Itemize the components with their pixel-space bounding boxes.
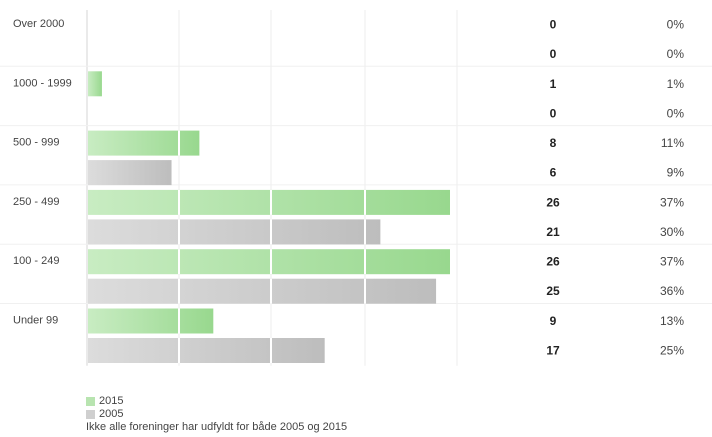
bar-2015 [88,71,102,97]
percent-label-2015: 1% [667,77,685,91]
percent-label-2005: 0% [667,106,685,120]
percent-label-2005: 36% [660,284,684,298]
percent-label-2005: 25% [660,344,684,358]
legend-note: Ikke alle foreninger har udfyldt for båd… [86,421,348,433]
category-label: 250 - 499 [13,196,59,208]
category-label: Over 2000 [13,18,64,30]
legend-label-2015: 2015 [99,395,124,407]
percent-label-2015: 37% [660,195,684,209]
legend-item-2005: 2005 [86,408,347,421]
count-label-2005: 21 [546,225,560,239]
category-label: 500 - 999 [13,137,59,149]
bar-2005 [88,160,172,186]
bar-2005 [88,278,437,304]
bar-2005 [88,338,325,363]
bar-2015 [88,249,450,275]
category-label: 100 - 249 [13,255,59,267]
percent-label-2005: 0% [667,47,685,61]
category-label: Under 99 [13,315,58,327]
count-label-2005: 0 [550,106,557,120]
category-label: 1000 - 1999 [13,77,72,89]
bar-2015 [88,130,200,156]
count-label-2015: 26 [546,255,560,269]
percent-label-2015: 37% [660,255,684,269]
legend-item-2015: 2015 [86,395,347,408]
count-label-2005: 25 [546,284,560,298]
count-label-2005: 17 [546,344,560,358]
count-label-2015: 0 [550,18,557,32]
bar-2015 [88,308,214,334]
legend: 2015 2005 Ikke alle foreninger har udfyl… [86,395,347,434]
percent-label-2015: 13% [660,314,684,328]
bar-chart: Over 2000 0 0%0 0%1000 - 1999 1 1%0 0%500 - 99… [0,10,712,366]
legend-swatch-2005 [86,410,95,419]
bar-2005 [88,219,381,245]
percent-label-2015: 0% [667,18,685,32]
bar-2015 [88,189,450,215]
count-label-2005: 0 [550,47,557,61]
count-label-2015: 9 [550,314,557,328]
count-label-2015: 26 [546,195,560,209]
percent-label-2005: 9% [667,166,685,180]
percent-label-2005: 30% [660,225,684,239]
percent-label-2015: 11% [661,136,684,150]
count-label-2015: 1 [550,77,557,91]
count-label-2015: 8 [550,136,557,150]
legend-swatch-2015 [86,397,95,406]
count-label-2005: 6 [550,166,557,180]
legend-label-2005: 2005 [99,408,124,420]
